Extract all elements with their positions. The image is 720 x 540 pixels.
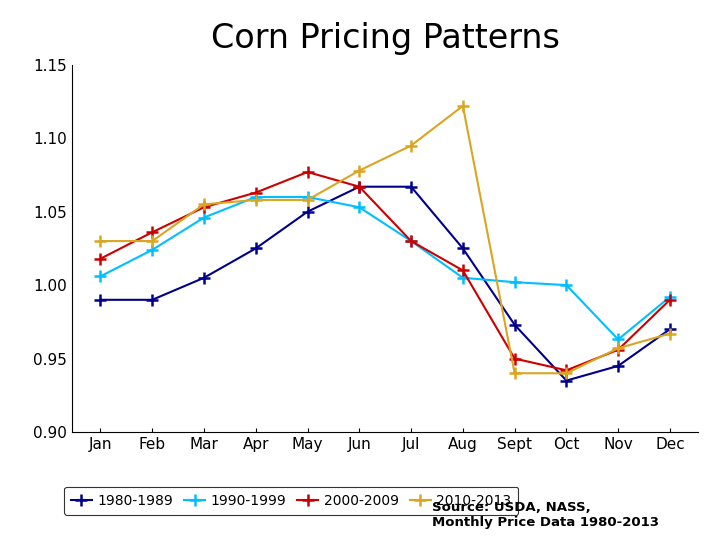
2010-2013	[251, 197, 260, 203]
1990-1999	[199, 214, 208, 221]
1990-1999	[96, 273, 105, 280]
1980-1989	[355, 184, 364, 190]
2010-2013	[148, 238, 156, 244]
1990-1999	[355, 204, 364, 211]
1990-1999	[407, 238, 415, 244]
1980-1989	[148, 296, 156, 303]
2010-2013	[459, 103, 467, 109]
2000-2009	[665, 296, 674, 303]
1990-1999	[665, 294, 674, 300]
2000-2009	[148, 229, 156, 235]
Line: 2000-2009: 2000-2009	[95, 166, 675, 376]
2000-2009	[407, 238, 415, 244]
2010-2013	[355, 167, 364, 174]
2010-2013	[510, 370, 519, 376]
1980-1989	[407, 184, 415, 190]
2000-2009	[199, 204, 208, 211]
Title: Corn Pricing Patterns: Corn Pricing Patterns	[211, 22, 559, 55]
2000-2009	[510, 355, 519, 362]
1980-1989	[199, 274, 208, 281]
1980-1989	[665, 326, 674, 333]
2000-2009	[562, 367, 571, 374]
Line: 2010-2013: 2010-2013	[95, 100, 675, 379]
2010-2013	[614, 345, 623, 352]
1980-1989	[562, 377, 571, 384]
2010-2013	[665, 330, 674, 337]
2010-2013	[199, 201, 208, 207]
1980-1989	[510, 321, 519, 328]
Legend: 1980-1989, 1990-1999, 2000-2009, 2010-2013: 1980-1989, 1990-1999, 2000-2009, 2010-20…	[64, 487, 518, 515]
2000-2009	[459, 267, 467, 274]
1990-1999	[614, 336, 623, 343]
1990-1999	[510, 279, 519, 286]
1990-1999	[562, 282, 571, 288]
Line: 1980-1989: 1980-1989	[95, 181, 675, 386]
1990-1999	[148, 247, 156, 253]
2010-2013	[96, 238, 105, 244]
2000-2009	[96, 255, 105, 262]
2010-2013	[407, 143, 415, 149]
1980-1989	[459, 245, 467, 252]
1990-1999	[459, 274, 467, 281]
1990-1999	[251, 194, 260, 200]
2000-2009	[355, 184, 364, 190]
1980-1989	[614, 363, 623, 369]
1980-1989	[303, 208, 312, 215]
2000-2009	[251, 190, 260, 196]
Line: 1990-1999: 1990-1999	[95, 192, 675, 345]
2000-2009	[303, 169, 312, 176]
1990-1999	[303, 194, 312, 200]
Text: Source: USDA, NASS,
Monthly Price Data 1980-2013: Source: USDA, NASS, Monthly Price Data 1…	[432, 501, 659, 529]
1980-1989	[251, 245, 260, 252]
2000-2009	[614, 347, 623, 353]
2010-2013	[562, 370, 571, 376]
2010-2013	[303, 197, 312, 203]
1980-1989	[96, 296, 105, 303]
